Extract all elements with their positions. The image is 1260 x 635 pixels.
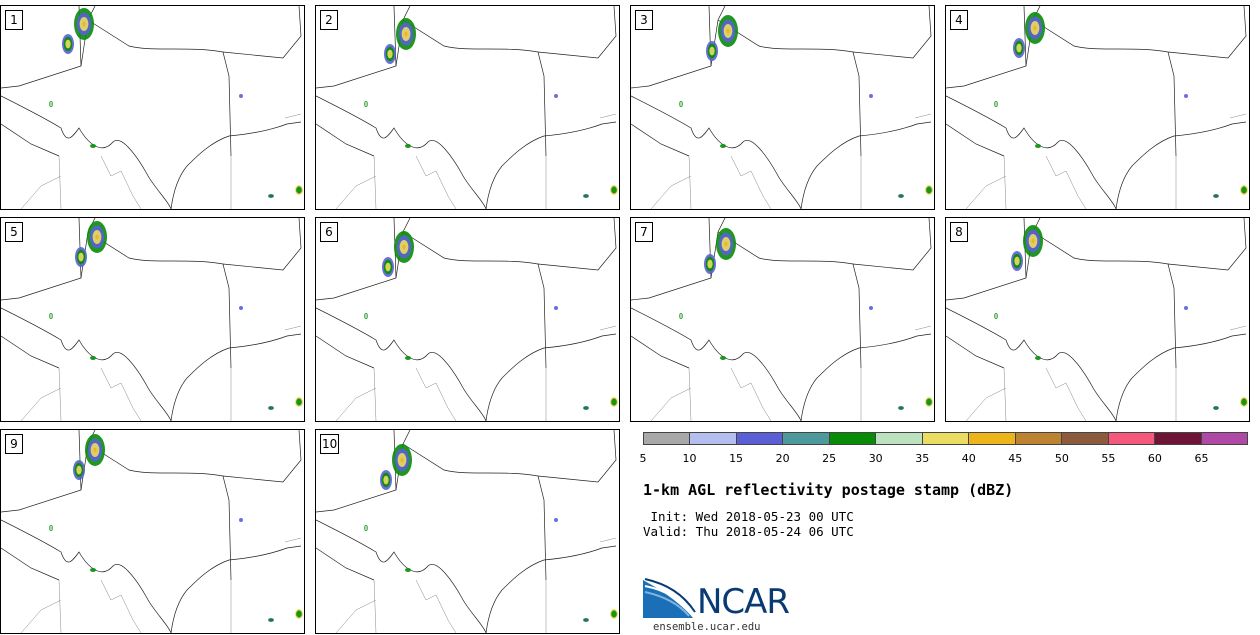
colorbar-segment: [1015, 433, 1063, 444]
reflectivity-colorbar: [643, 432, 1248, 445]
ensemble-member-panel: 8: [945, 217, 1250, 422]
colorbar-tick-label: 30: [868, 452, 883, 465]
site-url: ensemble.ucar.edu: [653, 621, 761, 633]
colorbar-segment: [1201, 433, 1248, 444]
reflectivity-map: [316, 430, 618, 633]
colorbar-tick-label: 15: [729, 452, 744, 465]
colorbar-segment: [922, 433, 970, 444]
ensemble-member-panel: 1: [0, 5, 305, 210]
colorbar-segment: [829, 433, 877, 444]
reflectivity-map: [1, 430, 303, 633]
colorbar-segment: [1108, 433, 1156, 444]
ensemble-member-panel: 9: [0, 429, 305, 634]
reflectivity-map: [1, 218, 303, 421]
colorbar-tick-label: 10: [682, 452, 697, 465]
ensemble-member-panel: 2: [315, 5, 620, 210]
member-number-label: 8: [950, 222, 968, 242]
colorbar-tick-label: 35: [915, 452, 930, 465]
ncar-logo-icon: [643, 578, 696, 618]
ensemble-member-panel: 10: [315, 429, 620, 634]
colorbar-segment: [1155, 433, 1202, 444]
colorbar-tick-label: 45: [1008, 452, 1023, 465]
reflectivity-map: [631, 218, 933, 421]
member-number-label: 3: [635, 10, 653, 30]
colorbar-segment: [1062, 433, 1109, 444]
colorbar-segment: [783, 433, 830, 444]
colorbar-segment: [736, 433, 784, 444]
ensemble-member-panel: 7: [630, 217, 935, 422]
colorbar-tick-label: 50: [1054, 452, 1069, 465]
reflectivity-map: [946, 6, 1248, 209]
colorbar-tick-label: 65: [1194, 452, 1209, 465]
colorbar-tick-label: 40: [961, 452, 976, 465]
member-number-label: 9: [5, 434, 23, 454]
ensemble-member-panel: 4: [945, 5, 1250, 210]
plot-title: 1-km AGL reflectivity postage stamp (dBZ…: [643, 481, 1014, 499]
member-number-label: 4: [950, 10, 968, 30]
colorbar-tick-label: 20: [775, 452, 790, 465]
init-time: Init: Wed 2018-05-23 00 UTC: [643, 509, 854, 524]
reflectivity-map: [316, 6, 618, 209]
colorbar-segment: [969, 433, 1016, 444]
colorbar-segment: [644, 433, 691, 444]
colorbar-segment: [876, 433, 923, 444]
ensemble-member-panel: 5: [0, 217, 305, 422]
valid-time: Valid: Thu 2018-05-24 06 UTC: [643, 524, 854, 539]
colorbar-tick-label: 5: [639, 452, 647, 465]
reflectivity-map: [631, 6, 933, 209]
colorbar-tick-label: 25: [822, 452, 837, 465]
reflectivity-map: [946, 218, 1248, 421]
member-number-label: 1: [5, 10, 23, 30]
member-number-label: 2: [320, 10, 338, 30]
colorbar-segment: [690, 433, 737, 444]
member-number-label: 6: [320, 222, 338, 242]
colorbar-tick-label: 60: [1147, 452, 1162, 465]
reflectivity-map: [1, 6, 303, 209]
member-number-label: 10: [320, 434, 340, 454]
reflectivity-map: [316, 218, 618, 421]
member-number-label: 7: [635, 222, 653, 242]
ncar-logo-text: NCAR: [697, 582, 790, 622]
ensemble-member-panel: 3: [630, 5, 935, 210]
member-number-label: 5: [5, 222, 23, 242]
colorbar-tick-label: 55: [1101, 452, 1116, 465]
ensemble-member-panel: 6: [315, 217, 620, 422]
